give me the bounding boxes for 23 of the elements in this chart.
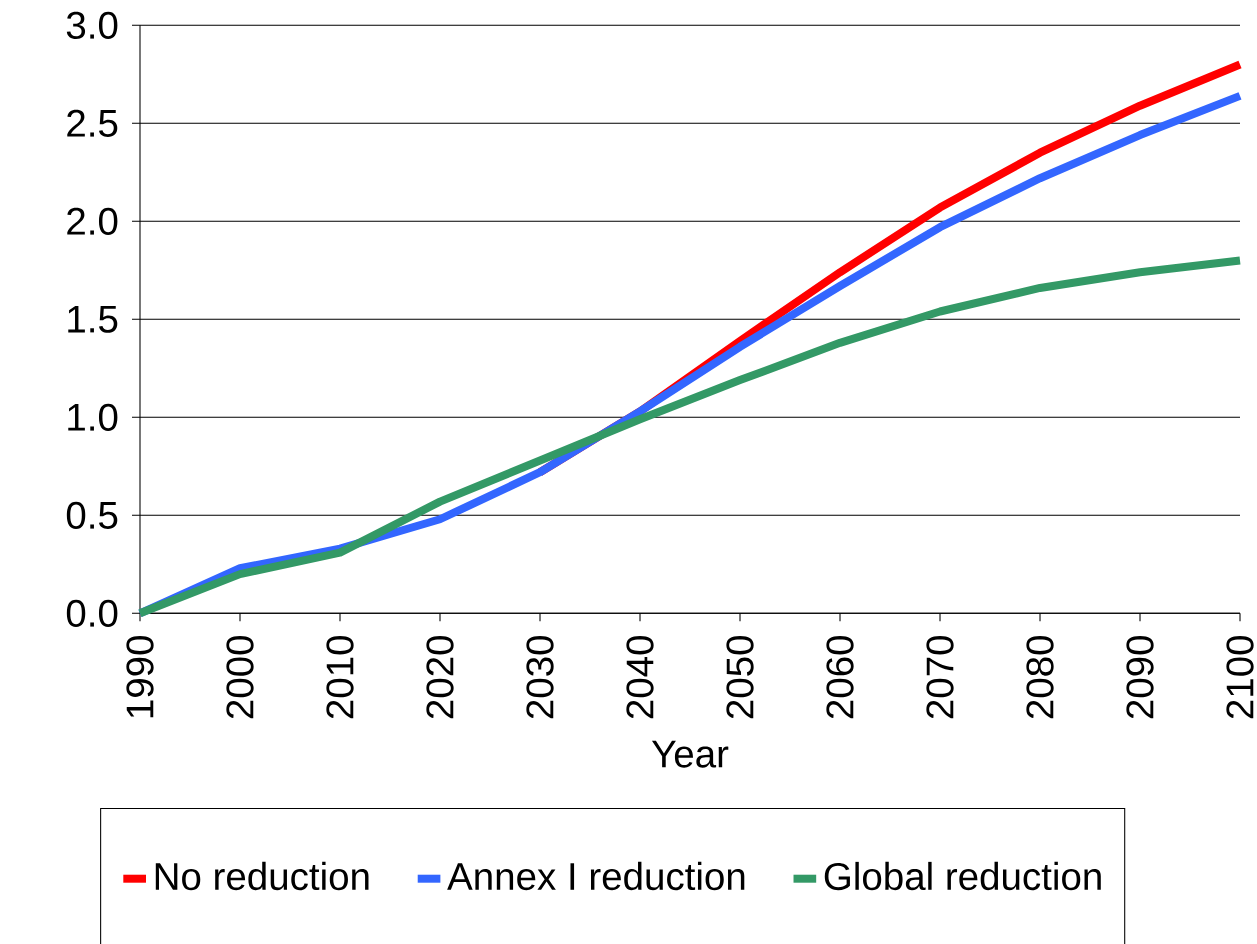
x-tick-label: 2010 [326,635,354,719]
x-tick-label: 2030 [526,635,554,719]
y-tick-label: 2.0 [67,207,118,235]
legend-label: Global reduction [824,861,1101,891]
y-tick-label: 1.5 [68,305,118,333]
y-tick-label: 3.0 [66,11,118,39]
y-tick-label: 0.0 [66,599,118,627]
x-tick-label: 1990 [126,635,154,718]
legend-label: Annex I reduction [447,861,745,891]
x-tick-label: 2060 [826,635,854,719]
x-tick-label: 2090 [1126,635,1154,719]
x-tick-label: 2040 [626,635,654,719]
x-tick-label: 2000 [226,635,254,719]
x-tick-label: 2070 [926,635,954,719]
x-tick-label: 2050 [726,635,754,719]
x-tick-label: 2080 [1026,635,1054,719]
y-tick-label: 2.5 [67,109,118,137]
x-axis-title: Year [651,740,729,768]
x-tick-label: 2100 [1226,635,1254,719]
x-tick-label: 2020 [426,635,454,719]
legend-label: No reduction [155,861,369,891]
y-tick-label: 1.0 [68,403,118,431]
y-tick-label: 0.5 [66,501,118,529]
